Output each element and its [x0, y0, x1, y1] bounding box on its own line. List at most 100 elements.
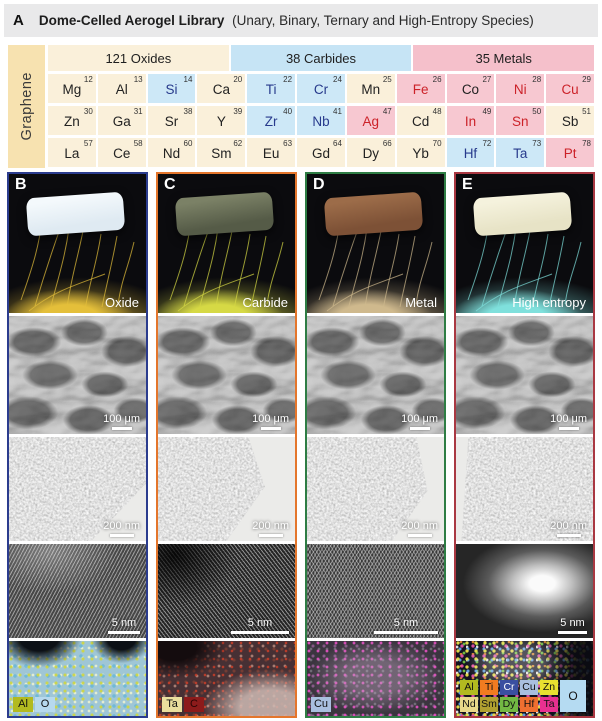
element-cell-y: Y 39	[197, 106, 246, 135]
element-cell-al: Al 13	[97, 74, 146, 103]
scale-text: 200 nm	[550, 519, 587, 532]
hrtem-image: 5 nm	[158, 544, 295, 638]
sem-image: 100 μm	[158, 316, 295, 434]
eds-map: Cu	[307, 641, 444, 716]
panel-c: C Carbide 100 μm 200 nm 5 nm Ta C	[156, 172, 297, 718]
element-symbol: Cr	[313, 82, 329, 97]
element-symbol: La	[64, 146, 80, 161]
aerogel-periodic-table: 121 Oxides 38 Carbides 35 Metals Mg 12 Al 1…	[48, 45, 594, 170]
scale-text: 5 nm	[560, 616, 585, 629]
element-symbol: Cd	[411, 114, 430, 129]
hrtem-image: 5 nm	[9, 544, 146, 638]
dome-cells-overlay	[158, 316, 295, 434]
element-symbol: Sn	[512, 114, 529, 129]
element-symbol: Ni	[513, 82, 527, 97]
element-cell-ce: Ce 58	[97, 138, 146, 167]
element-number: 31	[133, 107, 143, 116]
eds-label-zn: Zn	[540, 680, 558, 695]
element-cell-ca: Ca 20	[197, 74, 246, 103]
dome-cells-overlay	[456, 316, 593, 434]
scale-bar-sem: 100 μm	[550, 413, 587, 430]
element-number: 49	[482, 107, 492, 116]
hrtem-image: 5 nm	[307, 544, 444, 638]
dome-cells-overlay	[307, 316, 444, 434]
element-cell-cu: Cu 29	[546, 74, 594, 103]
aerogel-photo: E High entropy	[456, 174, 593, 313]
element-number: 50	[532, 107, 542, 116]
scale-bar-line	[558, 427, 579, 430]
element-cell-gd: Gd 64	[297, 138, 345, 167]
scale-bar-line	[409, 427, 430, 430]
element-number: 63	[283, 139, 293, 148]
scale-text: 5 nm	[111, 616, 137, 629]
element-cell-co: Co 27	[446, 74, 495, 103]
scale-text: 200 nm	[103, 519, 140, 532]
element-symbol: Pt	[563, 146, 577, 161]
graphene-side-cell: Graphene	[8, 45, 45, 168]
element-number: 40	[283, 107, 293, 116]
element-number: 62	[233, 139, 243, 148]
element-symbol: Ce	[113, 146, 131, 161]
element-cell-sm: Sm 62	[197, 138, 246, 167]
aerogel-photo: D Metal	[307, 174, 444, 313]
element-symbol: Y	[216, 114, 226, 129]
hrtem-image: 5 nm	[456, 544, 593, 638]
panel-letter: D	[313, 176, 325, 193]
element-cell-mg: Mg 12	[48, 74, 96, 103]
aerogel-slab	[25, 191, 126, 236]
element-symbol: Gd	[311, 146, 330, 161]
element-row: Mg 12 Al 13 Si 14 Ca 20 Ti 22 Cr 24 Mn 25 Fe 26 Co 27 Ni 28…	[48, 74, 594, 103]
element-symbol: Co	[461, 82, 480, 97]
tem-image: 200 nm	[9, 437, 146, 541]
element-row: La 57 Ce 58 Nd 60 Sm 62 Eu 63 Gd 64 Dy 66 Yb 70 Hf 72 Ta 73…	[48, 138, 594, 167]
element-symbol: Si	[165, 82, 178, 97]
photo-label: Carbide	[242, 295, 288, 310]
eds-label-grid: Al Ti Cr Cu Zn Nd Sm Dy Hf Ta	[460, 680, 558, 712]
panel-a-titlebar: A Dome-Celled Aerogel Library (Unary, Bi…	[4, 4, 598, 37]
element-symbol: Nb	[312, 114, 330, 129]
eds-label-ti: Ti	[480, 680, 498, 695]
scale-text: 100 μm	[401, 412, 438, 425]
element-number: 14	[183, 75, 193, 84]
scale-bar-tem: 200 nm	[252, 520, 289, 537]
element-rows: Mg 12 Al 13 Si 14 Ca 20 Ti 22 Cr 24 Mn 25 Fe 26 Co 27 Ni 28…	[48, 74, 594, 167]
eds-labels: Ta C	[162, 697, 204, 712]
element-symbol: Sb	[561, 114, 579, 129]
element-number: 39	[233, 107, 243, 116]
image-panels: B Oxide 100 μm 200 nm 5 nm Al O C Carbide	[7, 172, 595, 718]
element-number: 28	[532, 75, 542, 84]
scale-bar-hrtem: 5 nm	[558, 617, 587, 634]
panel-letter: E	[462, 176, 473, 193]
eds-label-sm: Sm	[480, 697, 498, 712]
panel-letter: B	[15, 176, 27, 193]
element-number: 64	[333, 139, 342, 148]
group-headers: 121 Oxides 38 Carbides 35 Metals	[48, 45, 594, 71]
element-cell-hf: Hf 72	[446, 138, 495, 167]
element-symbol: Ag	[362, 114, 380, 129]
element-symbol: Yb	[412, 146, 429, 161]
scale-bar-hrtem: 5 nm	[231, 617, 289, 634]
panel-a-letter: A	[13, 12, 24, 29]
scale-bar-tem: 200 nm	[103, 520, 140, 537]
scale-text: 200 nm	[401, 519, 438, 532]
element-cell-yb: Yb 70	[396, 138, 445, 167]
figure-title-bold: Dome-Celled Aerogel Library	[38, 13, 225, 28]
tem-image: 200 nm	[456, 437, 593, 541]
element-symbol: Mg	[62, 82, 82, 97]
element-number: 72	[482, 139, 492, 148]
scale-bar-line	[109, 534, 134, 537]
scale-text: 5 nm	[247, 616, 273, 629]
aerogel-photo: B Oxide	[9, 174, 146, 313]
eds-label-al: Al	[13, 697, 33, 712]
scale-bar-line	[111, 427, 132, 430]
scale-bar-line	[556, 534, 581, 537]
element-number: 30	[83, 107, 93, 116]
element-number: 20	[233, 75, 243, 84]
sem-image: 100 μm	[456, 316, 593, 434]
tem-image: 200 nm	[307, 437, 444, 541]
tem-image: 200 nm	[158, 437, 295, 541]
panel-d: D Metal 100 μm 200 nm 5 nm Cu	[305, 172, 446, 718]
scale-text: 100 μm	[103, 412, 140, 425]
photo-label: High entropy	[512, 295, 586, 310]
